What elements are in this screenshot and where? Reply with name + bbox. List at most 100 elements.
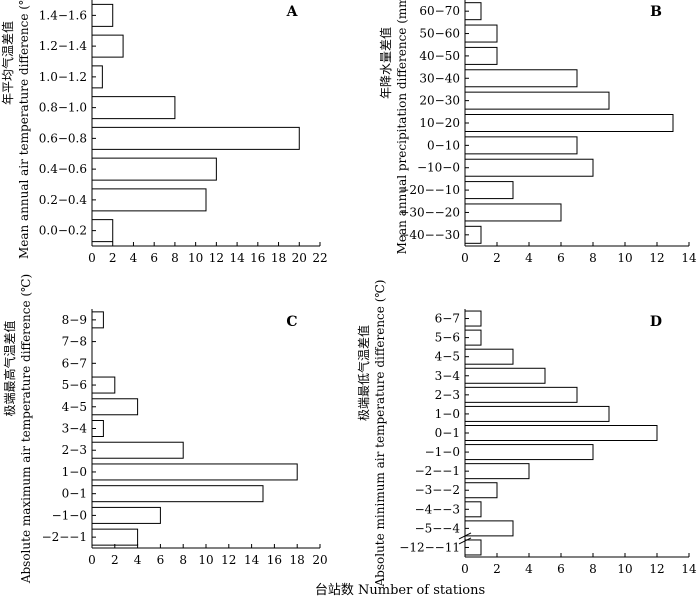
y-axis-label: Absolute minimum air temperature differe… — [373, 280, 387, 588]
category-label: 1−0 — [62, 465, 87, 479]
category-label: 6−7 — [435, 312, 460, 326]
x-tick-label: 4 — [525, 562, 533, 576]
category-label: 4−5 — [62, 400, 87, 414]
bar — [464, 367, 546, 384]
bar — [91, 188, 207, 212]
x-tick-label: 2 — [109, 251, 117, 265]
bar — [464, 463, 530, 480]
x-tick-label: 4 — [525, 251, 533, 265]
bar — [91, 126, 300, 150]
category-label: 8−9 — [62, 313, 87, 327]
x-tick-label: 12 — [209, 251, 224, 265]
x-tick-label: 4 — [134, 553, 142, 567]
x-tick-label: 6 — [157, 553, 165, 567]
category-label: 6−7 — [62, 356, 87, 370]
panel-letter: C — [286, 314, 297, 330]
category-label: 3−4 — [435, 369, 461, 383]
x-tick-label: 8 — [589, 562, 597, 576]
category-label: 7−8 — [62, 335, 87, 349]
category-label: 60−70 — [419, 4, 460, 18]
category-label: 1.2−1.4 — [39, 39, 88, 53]
category-label: 0−1 — [435, 426, 460, 440]
x-tick-label: 0 — [88, 553, 96, 567]
x-tick-label: 12 — [221, 553, 236, 567]
x-tick-label: 4 — [130, 251, 138, 265]
category-label: 20−30 — [419, 94, 460, 108]
category-label: 0.0−0.2 — [39, 224, 87, 238]
bar — [464, 181, 514, 200]
x-tick-label: 8 — [589, 251, 597, 265]
category-label: −40−−30 — [399, 228, 460, 242]
bar — [91, 157, 217, 181]
x-tick-label: 6 — [557, 562, 565, 576]
x-tick-label: 2 — [493, 251, 501, 265]
category-label: −2−−1 — [42, 530, 87, 544]
x-tick-label: 22 — [312, 251, 327, 265]
x-tick-label: 2 — [493, 562, 501, 576]
y-axis-label: Mean annual precipitation difference (mm… — [395, 0, 409, 254]
x-tick-label: 14 — [229, 251, 245, 265]
category-label: −5−−4 — [415, 521, 461, 535]
x-tick-label: 14 — [681, 251, 697, 265]
category-label: 0−1 — [62, 487, 87, 501]
x-tick-label: 18 — [290, 553, 305, 567]
category-label: 1.4−1.6 — [39, 8, 87, 22]
bar — [464, 444, 594, 461]
category-label: 30−40 — [419, 71, 460, 85]
x-tick-label: 10 — [188, 251, 203, 265]
x-tick-label: 16 — [267, 553, 282, 567]
bar — [464, 520, 514, 537]
x-tick-label: 16 — [250, 251, 265, 265]
x-tick-label: 20 — [312, 553, 327, 567]
category-label: 0.2−0.4 — [39, 193, 88, 207]
category-label: 0.8−1.0 — [39, 101, 87, 115]
category-label: 1.0−1.2 — [39, 70, 87, 84]
category-label: 0−10 — [427, 138, 460, 152]
panel-d: 6−7 5−6 4−5 3−4 2−3 1−0 0−1 −1−0 −2−−1 −3−−2 −4−−3… — [356, 280, 697, 588]
bar — [464, 348, 514, 365]
bar — [464, 386, 578, 403]
category-label: 40−50 — [419, 49, 460, 63]
category-label: 0.6−0.8 — [39, 131, 87, 145]
x-tick-label: 0 — [461, 562, 469, 576]
y-axis-label-cn: 极端最高气温差值 — [2, 320, 17, 416]
x-tick-label: 8 — [179, 553, 187, 567]
panel-b: 60−70 50−60 40−50 30−40 20−30 10−20 0−10 −10−0 −… — [378, 0, 697, 265]
x-tick-label: 2 — [111, 553, 119, 567]
category-label: −2−−1 — [415, 464, 460, 478]
bar — [91, 34, 124, 58]
category-label: −4−−3 — [415, 502, 460, 516]
bar — [91, 528, 139, 546]
x-tick-label: 10 — [617, 562, 632, 576]
category-label: 3−4 — [62, 422, 88, 436]
category-label: 50−60 — [419, 27, 460, 41]
bar — [464, 482, 498, 499]
x-tick-label: 20 — [292, 251, 307, 265]
y-axis-label: Absolute maximum air temperature differe… — [19, 274, 33, 584]
bar — [91, 506, 161, 524]
category-label: −1−0 — [425, 445, 460, 459]
bar — [91, 96, 176, 120]
category-label: 5−6 — [62, 378, 87, 392]
category-label: 10−20 — [419, 116, 460, 130]
x-tick-label: 6 — [557, 251, 565, 265]
y-axis-label-cn: 极端最低气温差值 — [356, 325, 371, 421]
category-label: 2−3 — [62, 443, 87, 457]
axis-break-mark — [458, 537, 472, 545]
bar — [91, 485, 264, 503]
category-label: −1−0 — [52, 508, 87, 522]
category-label: −30−−20 — [399, 205, 460, 219]
category-label: 5−6 — [435, 331, 460, 345]
bar — [91, 441, 184, 459]
y-axis-label-cn: 年平均气温差值 — [0, 21, 15, 105]
panel-letter: B — [650, 4, 662, 20]
x-tick-label: 0 — [461, 251, 469, 265]
bar — [464, 46, 498, 65]
x-tick-label: 12 — [649, 562, 664, 576]
bar — [91, 463, 298, 481]
category-label: −12−−11 — [399, 540, 460, 554]
bar — [464, 158, 594, 177]
x-tick-label: 14 — [244, 553, 260, 567]
x-tick-label: 18 — [271, 251, 286, 265]
